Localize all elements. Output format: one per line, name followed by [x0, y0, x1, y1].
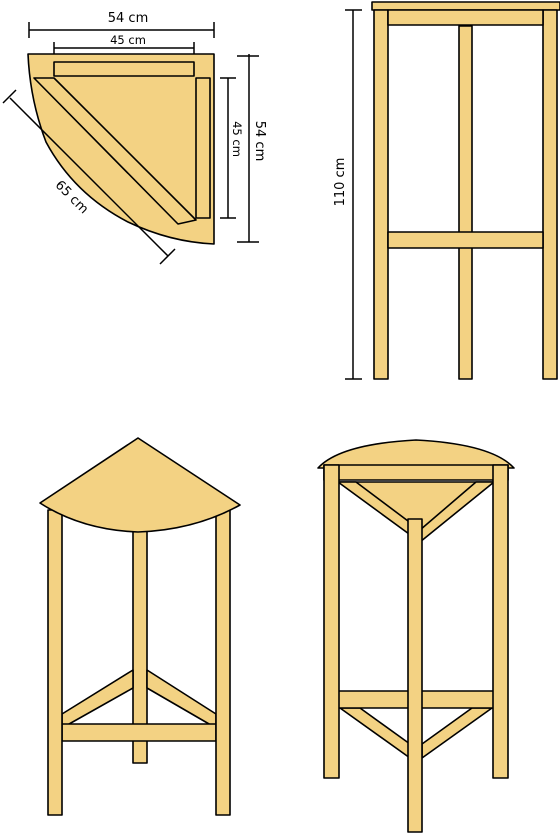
back-rail-top	[53, 61, 195, 77]
dim-line-diagonal	[9, 97, 169, 257]
leg-front-center	[407, 518, 423, 833]
seat-top-rear	[317, 439, 515, 469]
dim-label-inner-width: 45 cm	[110, 33, 146, 47]
stretcher-right	[146, 669, 217, 729]
lower-stretcher-right	[421, 707, 493, 759]
leg-front-left	[373, 9, 389, 380]
dim-tick	[2, 89, 17, 104]
three-quarter-view	[39, 437, 241, 816]
leg-rear-right	[492, 464, 509, 779]
front-stretcher	[61, 723, 217, 742]
diagonal-rail	[33, 77, 197, 225]
side-view: 110 cm	[333, 1, 560, 380]
stretcher-left	[61, 669, 134, 729]
lower-stretcher-left	[339, 707, 411, 759]
seat-top	[39, 437, 241, 533]
leg-center	[458, 25, 473, 380]
dim-label-height: 110 cm	[333, 158, 348, 207]
dim-tick	[159, 248, 176, 265]
leg-right	[215, 509, 231, 816]
rear-view	[317, 439, 515, 833]
foot-rail	[387, 231, 544, 249]
dim-label-side-inner: 45 cm	[230, 121, 244, 157]
leg-front-right	[542, 9, 558, 380]
dim-label-side-outer: 54 cm	[252, 121, 267, 162]
leg-left	[47, 509, 63, 816]
leg-rear-left	[323, 464, 340, 779]
top-view: 54 cm 45 cm 54 cm 45 cm 65 cm	[2, 11, 267, 265]
apron-rail	[387, 9, 544, 26]
back-board	[323, 464, 509, 481]
seat-edge	[371, 1, 560, 11]
dim-label-top-width: 54 cm	[108, 11, 149, 26]
side-rail-right	[195, 77, 211, 219]
